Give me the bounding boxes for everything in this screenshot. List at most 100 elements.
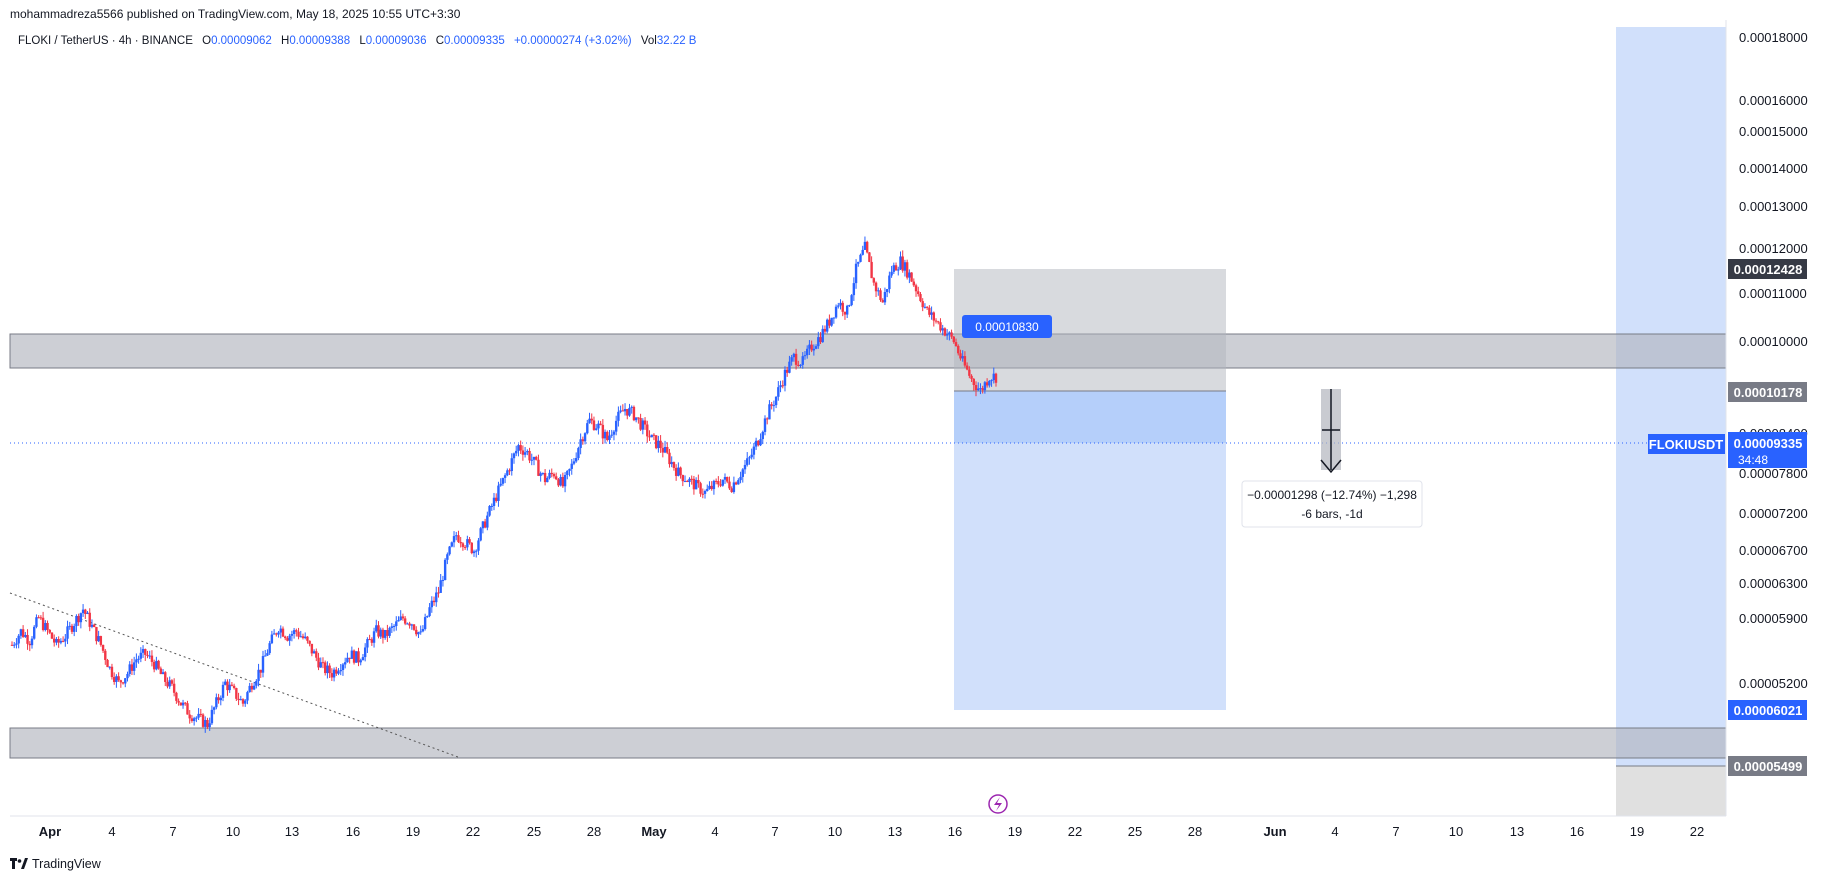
- y-tick-label: 0.00013000: [1739, 199, 1808, 214]
- candle-body: [817, 337, 820, 347]
- candle-body: [883, 292, 887, 303]
- resistance-zone: [9, 333, 1727, 369]
- candle-body: [48, 629, 51, 633]
- candle-body: [59, 640, 63, 643]
- candle-body: [992, 373, 995, 381]
- candle-body: [144, 649, 147, 655]
- candle-body: [701, 493, 704, 495]
- candle-body: [168, 680, 171, 687]
- candle-body: [195, 717, 198, 719]
- candle-body: [668, 452, 671, 465]
- candle-body: [175, 692, 178, 701]
- candle-body: [937, 321, 940, 323]
- candle-body: [481, 521, 485, 529]
- x-tick-label: 4: [1331, 824, 1338, 839]
- candle-body: [257, 669, 260, 681]
- candle-body: [459, 541, 462, 544]
- x-tick-label: 19: [1630, 824, 1644, 839]
- candle-body: [885, 289, 889, 293]
- symbol-name[interactable]: FLOKI / TetherUS · 4h · BINANCE: [18, 35, 193, 47]
- candle-body: [37, 617, 40, 619]
- candle-body: [104, 650, 107, 660]
- candle-body: [246, 692, 249, 701]
- candle-body: [814, 346, 818, 349]
- candle-body: [359, 660, 362, 663]
- candle-body: [483, 521, 487, 528]
- candle-body: [66, 626, 69, 639]
- candle-body: [368, 639, 371, 641]
- candle-body: [590, 418, 593, 421]
- candle-body: [803, 355, 807, 357]
- lightning-icon[interactable]: [988, 794, 1008, 814]
- candle-body: [548, 472, 551, 478]
- candle-body: [568, 468, 571, 471]
- candle-body: [697, 480, 700, 484]
- candle-body: [608, 435, 611, 441]
- candle-body: [519, 445, 522, 451]
- candle-body: [279, 628, 282, 633]
- candle-body: [355, 651, 358, 663]
- x-tick-label: 7: [1392, 824, 1399, 839]
- price-axis[interactable]: 0.00018000 0.00016000 0.00015000 0.00014000…: [1739, 30, 1808, 691]
- label-entry: [1728, 382, 1807, 402]
- candle-body: [390, 626, 394, 628]
- x-tick-label: Apr: [39, 824, 61, 839]
- x-tick-label: 16: [1570, 824, 1584, 839]
- candle-body: [210, 709, 214, 724]
- time-axis[interactable]: Apr 4 7 10 13 16 19 22 25 28 May 4 7 10 13 16 19 22 25 28 Ju…: [39, 824, 1704, 839]
- candle-body: [448, 546, 451, 555]
- candle-body: [579, 439, 582, 449]
- candle-body: [857, 261, 860, 264]
- footer-brand[interactable]: TradingView: [10, 857, 101, 871]
- candle-body: [812, 348, 816, 351]
- candle-body: [81, 609, 85, 614]
- candle-body: [832, 317, 836, 319]
- candle-body: [130, 664, 134, 671]
- x-tick-label: 25: [1128, 824, 1142, 839]
- candle-body: [746, 458, 749, 465]
- candle-body: [55, 639, 58, 643]
- candle-body: [863, 241, 867, 250]
- y-tick-label: 0.00006700: [1739, 543, 1808, 558]
- candle-body: [408, 623, 411, 626]
- candle-body: [268, 643, 271, 654]
- candle-body: [106, 659, 109, 668]
- label-target: [1728, 700, 1807, 720]
- candle-body: [723, 476, 727, 480]
- candle-body: [841, 302, 844, 312]
- candle-body: [95, 627, 98, 642]
- candle-body: [961, 356, 964, 359]
- candle-body: [339, 670, 342, 672]
- candle-body: [792, 353, 796, 358]
- candle-body: [763, 418, 767, 432]
- candle-body: [184, 702, 187, 704]
- candle-body: [475, 550, 478, 552]
- measure-info-box: [1241, 480, 1423, 528]
- candle-body: [77, 615, 80, 623]
- candle-body: [417, 632, 420, 635]
- candle-body: [930, 312, 933, 315]
- candle-body: [674, 467, 678, 476]
- candle-body: [381, 629, 385, 638]
- candle-body: [72, 626, 76, 632]
- candle-body: [921, 301, 924, 308]
- candle-body: [299, 636, 302, 638]
- candle-body: [761, 431, 764, 440]
- candle-body: [872, 278, 876, 283]
- footer-brand-text: TradingView: [32, 857, 101, 871]
- candle-body: [477, 540, 480, 551]
- candle-body: [639, 417, 642, 430]
- candle-body: [690, 478, 693, 480]
- candle-body: [41, 617, 45, 631]
- candle-body: [28, 643, 31, 646]
- candle-body: [137, 658, 140, 660]
- candle-body: [910, 272, 913, 282]
- candle-body: [466, 539, 469, 548]
- callout-box[interactable]: [962, 315, 1052, 338]
- candle-body: [963, 356, 967, 366]
- x-tick-label: 7: [169, 824, 176, 839]
- candle-body: [748, 457, 751, 459]
- label-target-text: 0.00006021: [1734, 703, 1803, 718]
- candle-body: [925, 306, 929, 308]
